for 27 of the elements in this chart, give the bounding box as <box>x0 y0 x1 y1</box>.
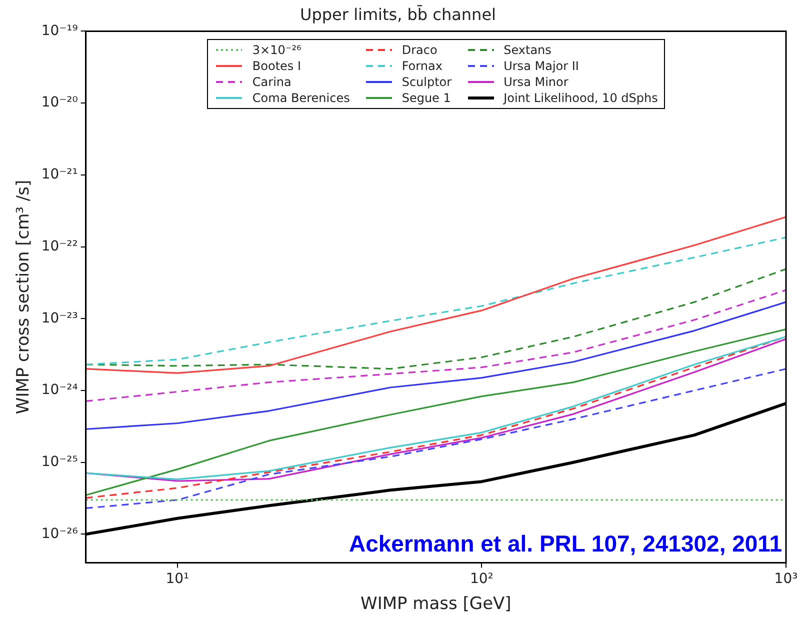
x-tick-label: 10³ <box>774 570 798 587</box>
legend-label: Sextans <box>504 43 552 58</box>
x-tick-label: 10² <box>470 570 494 587</box>
legend-label: Ursa Minor <box>504 75 568 90</box>
legend-label: Coma Berenices <box>252 91 350 106</box>
y-tick-label: 10⁻²⁵ <box>41 454 78 470</box>
y-tick-label: 10⁻²⁰ <box>41 94 78 111</box>
x-tick-label: 10¹ <box>166 570 190 587</box>
legend-label: Sculptor <box>402 75 452 90</box>
chart-title: Upper limits, bb̄ channel <box>300 4 496 24</box>
legend-label: Carina <box>252 75 292 90</box>
legend-label: 3×10⁻²⁶ <box>252 43 302 58</box>
legend-label: Draco <box>402 43 438 58</box>
legend-label: Ursa Major II <box>504 59 579 74</box>
y-tick-label: 10⁻¹⁹ <box>41 22 78 39</box>
y-tick-label: 10⁻²¹ <box>41 166 78 183</box>
y-tick-label: 10⁻²³ <box>41 310 78 326</box>
legend-label: Fornax <box>402 59 442 74</box>
annotation: Ackermann et al. PRL 107, 241302, 2011 <box>348 530 782 557</box>
y-tick-label: 10⁻²² <box>41 238 78 254</box>
x-axis-title: WIMP mass [GeV] <box>360 594 512 614</box>
y-axis-title: WIMP cross section [cm³ /s] <box>14 180 34 414</box>
y-tick-label: 10⁻²⁶ <box>41 526 78 542</box>
legend-label: Segue 1 <box>402 91 451 106</box>
y-tick-label: 10⁻²⁴ <box>41 382 78 398</box>
legend-label: Joint Likelihood, 10 dSphs <box>504 91 658 106</box>
legend-label: Bootes I <box>252 59 302 74</box>
